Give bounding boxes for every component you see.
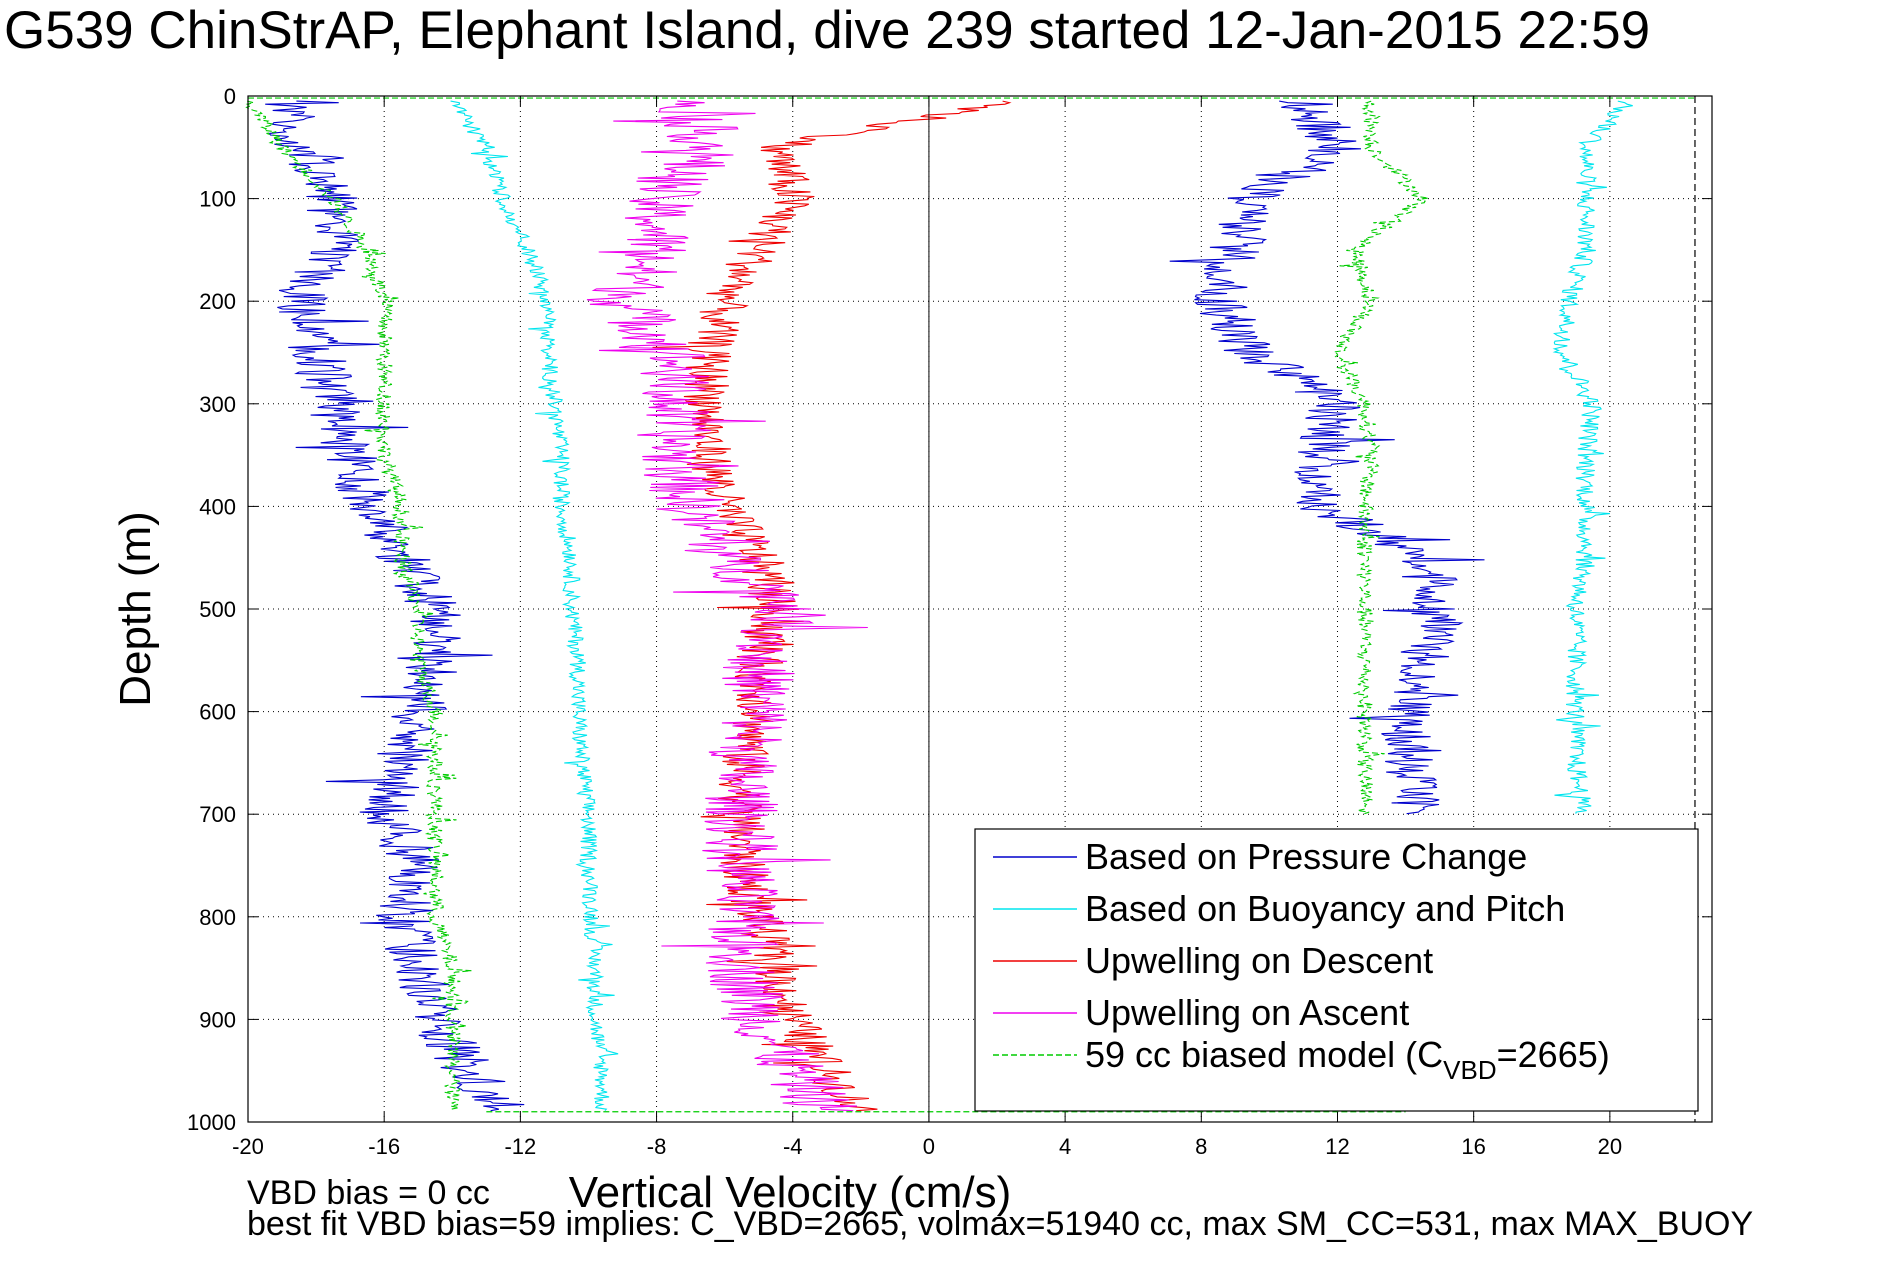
y-tick-label-1: 100 bbox=[199, 187, 236, 212]
legend-label-pressure: Based on Pressure Change bbox=[1085, 836, 1527, 877]
x-axis-label: Vertical Velocity (cm/s) bbox=[569, 1168, 1012, 1217]
series-descent-line bbox=[652, 100, 1012, 1112]
tick-labels: -20 -16 -12 -8 -4 0 4 8 12 16 20010020030040050060… bbox=[187, 84, 1622, 1159]
series-model-descent-line bbox=[245, 100, 472, 1112]
y-tick-label-7: 700 bbox=[199, 802, 236, 827]
x-tick-label-1: -16 bbox=[368, 1134, 400, 1159]
legend-label-descent: Upwelling on Descent bbox=[1085, 940, 1433, 981]
legend-model-subscript: VBD bbox=[1443, 1055, 1496, 1085]
x-tick-label-10: 20 bbox=[1598, 1134, 1622, 1159]
x-tick-label-6: 4 bbox=[1059, 1134, 1071, 1159]
series-model-ascent-line bbox=[1332, 100, 1429, 815]
y-tick-label-3: 300 bbox=[199, 392, 236, 417]
x-tick-label-3: -8 bbox=[647, 1134, 667, 1159]
series-ascent-line bbox=[586, 100, 868, 1112]
vbd-bias-note: VBD bias = 0 cc bbox=[247, 1174, 490, 1212]
data-series bbox=[245, 97, 1695, 1113]
series-pressure-descent-line bbox=[265, 100, 525, 1112]
y-tick-label-6: 600 bbox=[199, 700, 236, 725]
series-buoyancy-descent-line bbox=[450, 100, 619, 1112]
y-tick-label-2: 200 bbox=[199, 289, 236, 314]
series-buoyancy-ascent-line bbox=[1552, 100, 1633, 814]
best-fit-note: best fit VBD bias=59 implies: C_VBD=2665… bbox=[247, 1205, 1754, 1243]
legend-label-buoyancy: Based on Buoyancy and Pitch bbox=[1085, 888, 1565, 929]
legend-box bbox=[974, 828, 1699, 1112]
x-tick-label-0: -20 bbox=[232, 1134, 264, 1159]
y-tick-label-5: 500 bbox=[199, 597, 236, 622]
y-tick-label-4: 400 bbox=[199, 494, 236, 519]
legend-model-name: 59 cc biased model (C bbox=[1085, 1034, 1443, 1075]
axis-labels: Vertical Velocity (cm/s) Depth (m) bbox=[111, 511, 1011, 1217]
x-tick-label-9: 16 bbox=[1461, 1134, 1485, 1159]
y-tick-label-0: 0 bbox=[224, 84, 236, 109]
series-pressure-ascent-line bbox=[1169, 100, 1485, 815]
y-tick-label-9: 900 bbox=[199, 1007, 236, 1032]
legend-label-ascent: Upwelling on Ascent bbox=[1085, 992, 1409, 1033]
legend-label-model: 59 cc biased model (CVBD=2665) bbox=[1085, 1034, 1610, 1085]
x-tick-label-4: -4 bbox=[783, 1134, 803, 1159]
legend-model-suffix: =2665) bbox=[1497, 1034, 1610, 1075]
legend: Based on Pressure Change Based on Buoyanc… bbox=[974, 828, 1699, 1112]
y-axis-label: Depth (m) bbox=[111, 511, 160, 707]
x-tick-label-2: -12 bbox=[504, 1134, 536, 1159]
y-tick-label-10: 1000 bbox=[187, 1110, 236, 1135]
axes bbox=[247, 95, 1713, 1123]
y-tick-label-8: 800 bbox=[199, 905, 236, 930]
x-tick-label-7: 8 bbox=[1195, 1134, 1207, 1159]
x-tick-label-5: 0 bbox=[923, 1134, 935, 1159]
chart-title: G539 ChinStrAP, Elephant Island, dive 23… bbox=[4, 1, 1651, 60]
x-tick-label-8: 12 bbox=[1325, 1134, 1349, 1159]
